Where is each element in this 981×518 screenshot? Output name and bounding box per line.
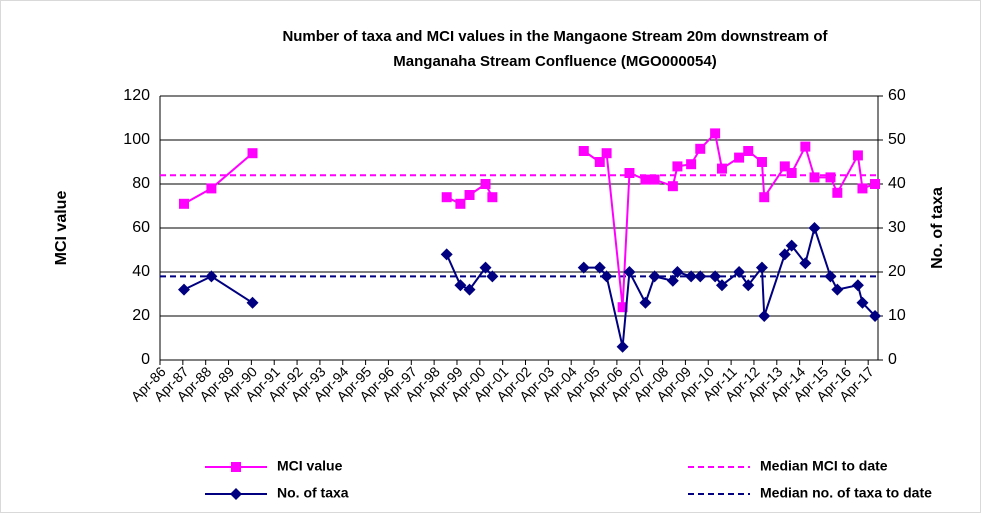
y-tick-label: 20 (132, 307, 150, 324)
y2-axis-label: No. of taxa (929, 187, 946, 269)
point (743, 146, 754, 156)
point (870, 179, 881, 189)
point (759, 192, 770, 203)
y2-tick-label: 50 (888, 131, 906, 148)
point (441, 192, 452, 203)
point (649, 174, 660, 185)
legend-marker (231, 462, 241, 472)
point (440, 248, 453, 261)
y2-tick-label: 40 (888, 175, 906, 192)
point (206, 183, 217, 194)
point (617, 302, 628, 313)
y-tick-label: 0 (141, 351, 150, 368)
point (710, 128, 721, 139)
point (785, 239, 798, 252)
point (455, 198, 466, 209)
point (715, 279, 728, 292)
y-tick-label: 100 (123, 131, 150, 148)
legend-label: No. of taxa (277, 485, 349, 501)
point (716, 163, 727, 174)
point (666, 274, 679, 287)
point (808, 222, 821, 234)
point (695, 143, 706, 154)
point (851, 279, 864, 292)
y-axis-label: MCI value (53, 191, 70, 266)
point (578, 146, 589, 156)
point (454, 279, 467, 292)
point (178, 198, 189, 209)
point (648, 270, 661, 283)
point (623, 266, 636, 278)
point (709, 270, 722, 283)
point (756, 157, 767, 167)
y-tick-label: 40 (132, 263, 150, 280)
point (639, 296, 652, 309)
point (734, 152, 745, 163)
point (856, 296, 869, 309)
y2-tick-label: 10 (888, 307, 906, 324)
point (685, 270, 698, 283)
y-tick-label: 60 (132, 219, 150, 236)
y2-tick-label: 30 (888, 219, 906, 236)
point (758, 310, 771, 322)
legend-label: MCI value (277, 458, 343, 474)
chart-title: Number of taxa and MCI values in the Man… (282, 28, 828, 45)
point (671, 266, 684, 278)
point (205, 270, 218, 283)
point (786, 168, 797, 178)
point (667, 181, 678, 192)
point (686, 159, 697, 170)
point (616, 340, 629, 353)
point (247, 148, 258, 159)
chart-title: Manganaha Stream Confluence (MGO000054) (393, 53, 716, 70)
point (857, 183, 868, 194)
point (577, 261, 590, 274)
point (778, 248, 791, 261)
point (755, 261, 768, 274)
point (479, 261, 492, 274)
y-tick-label: 120 (123, 87, 150, 104)
point (799, 257, 812, 270)
point (463, 283, 476, 296)
point (600, 270, 613, 283)
point (809, 172, 820, 183)
point (869, 310, 882, 322)
point (694, 270, 707, 283)
point (779, 161, 790, 172)
point (624, 168, 635, 178)
point (486, 270, 499, 283)
point (487, 192, 498, 203)
point (594, 157, 605, 167)
point (733, 266, 746, 278)
y2-tick-label: 0 (888, 351, 897, 368)
point (246, 296, 259, 309)
point (852, 150, 863, 161)
point (672, 161, 683, 172)
point (800, 141, 811, 152)
y2-tick-label: 20 (888, 263, 906, 280)
point (640, 174, 651, 185)
point (831, 283, 844, 296)
point (177, 283, 190, 296)
legend-label: Median no. of taxa to date (760, 485, 932, 501)
point (832, 187, 843, 198)
point (742, 279, 755, 292)
y-tick-label: 80 (132, 175, 150, 192)
point (480, 179, 491, 189)
y2-tick-label: 60 (888, 87, 906, 104)
point (601, 148, 612, 159)
legend-marker (230, 488, 242, 500)
point (593, 261, 606, 274)
point (824, 270, 837, 283)
point (464, 190, 475, 200)
legend-label: Median MCI to date (760, 458, 888, 474)
point (825, 172, 836, 183)
